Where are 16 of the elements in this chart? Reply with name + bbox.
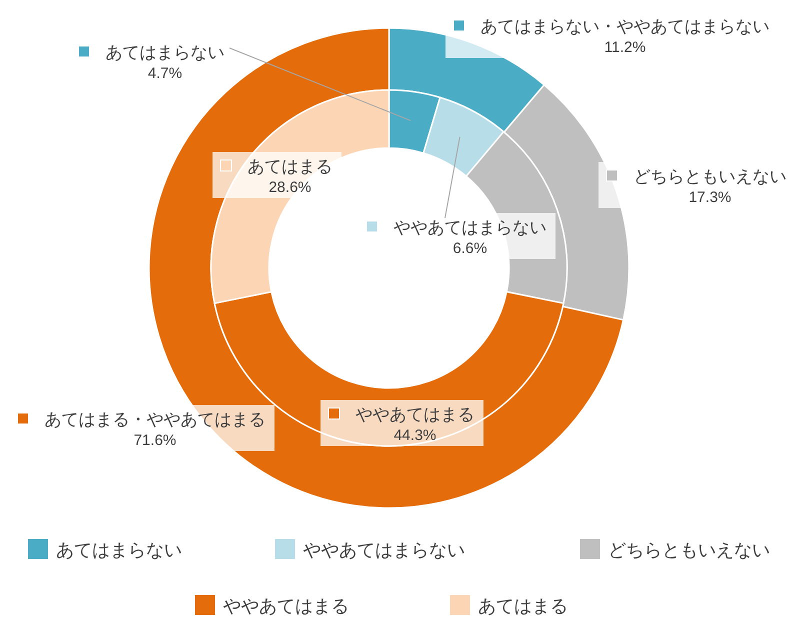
data-label: 4.7% bbox=[148, 65, 182, 82]
legend: あてはまらない ややあてはまらない どちらともいえない ややあてはまる あてはまる bbox=[28, 539, 770, 616]
data-label: 11.2% bbox=[604, 39, 646, 56]
legend-label: どちらともいえない bbox=[634, 167, 786, 186]
legend-label: あてはまる・ややあてはまる bbox=[44, 410, 266, 429]
data-label: 44.3% bbox=[394, 427, 436, 444]
data-label: 28.6% bbox=[268, 179, 312, 196]
legend-label: あてはまらない・ややあてはまらない bbox=[480, 17, 770, 36]
legend-label: どちらともいえない bbox=[608, 540, 770, 560]
data-label: 6.6% bbox=[452, 240, 488, 257]
data-label: 17.3% bbox=[688, 189, 732, 206]
legend-label: ややあてはまる bbox=[356, 405, 474, 424]
data-label: 71.6% bbox=[134, 432, 176, 449]
legend-label: ややあてはまらない bbox=[394, 218, 546, 237]
legend-label: あてはまらない bbox=[106, 43, 224, 62]
legend-label: あてはまる bbox=[248, 157, 332, 176]
